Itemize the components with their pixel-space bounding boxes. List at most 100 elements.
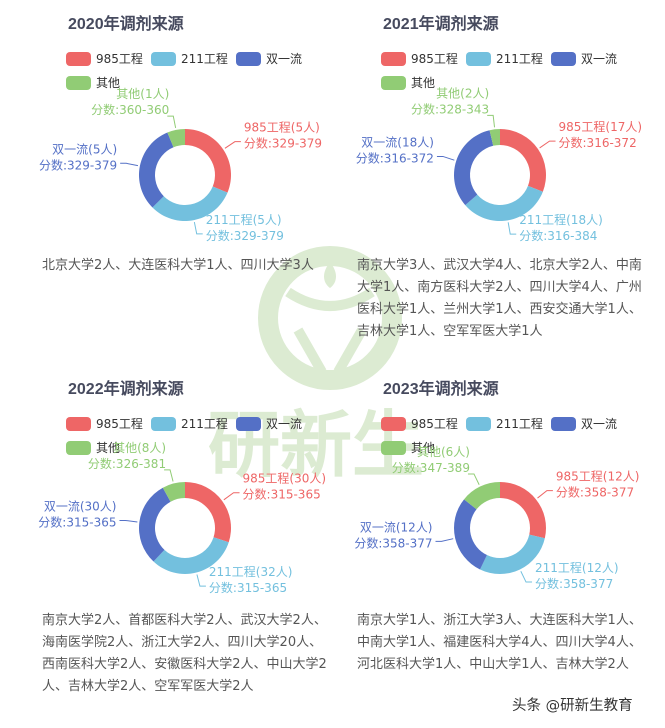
label-leader-line <box>467 473 480 485</box>
chart-panel-2020: 2020年调剂来源 985工程 211工程 双一流 其他 985工程(5人) 分数… <box>39 0 360 300</box>
slice-label-syl: 双一流(12人) <box>360 520 433 534</box>
slice-score-other: 分数:347-389 <box>392 460 470 475</box>
slice-label-other: 其他(2人) <box>436 86 489 100</box>
donut-chart: 985工程(30人)分数:315-365211工程(32人)分数:315-365… <box>38 441 327 595</box>
legend-item-other[interactable]: 其他 <box>381 74 435 91</box>
slice-label-985: 985工程(12人) <box>556 469 640 484</box>
legend-label: 985工程 <box>411 417 458 431</box>
donut-slice-syl[interactable] <box>139 132 174 208</box>
slice-score-syl: 分数:358-377 <box>354 535 432 550</box>
chart-description: 南京大学2人、首都医科大学2人、武汉大学2人、海南医学院2人、浙江大学2人、四川… <box>42 613 327 694</box>
chart-panel-2022: 2022年调剂来源 985工程 211工程 双一流 其他 985工程(30人) 分… <box>38 365 360 725</box>
slice-score-211: 分数:315-365 <box>209 580 287 595</box>
donut-slice-211[interactable] <box>465 185 543 221</box>
legend-label: 其他 <box>411 441 436 455</box>
legend-swatch-syl <box>236 416 261 431</box>
legend-item-211[interactable]: 211工程 <box>151 415 228 432</box>
legend-swatch-syl <box>551 416 576 431</box>
donut-slice-other[interactable] <box>162 482 185 502</box>
chart-panel-2023: 2023年调剂来源 985工程 211工程 双一流 其他 985工程(12人) 分… <box>354 365 665 705</box>
slice-label-other: 其他(1人) <box>116 87 169 101</box>
legend-item-211[interactable]: 211工程 <box>466 50 543 67</box>
donut-slice-985[interactable] <box>500 129 546 192</box>
donut-slice-other[interactable] <box>464 482 500 510</box>
label-leader-line <box>193 221 203 235</box>
slice-label-syl: 双一流(18人) <box>361 135 434 149</box>
slice-score-985: 分数:358-377 <box>556 485 634 500</box>
label-leader-line <box>539 140 556 149</box>
slice-score-985: 分数:316-372 <box>559 135 637 150</box>
label-leader-line <box>520 571 533 583</box>
slice-label-211: 211工程(5人) <box>206 212 282 227</box>
legend-item-syl[interactable]: 双一流 <box>551 415 617 432</box>
donut-slice-syl[interactable] <box>454 130 494 206</box>
legend-item-211[interactable]: 211工程 <box>151 50 228 67</box>
legend-item-syl[interactable]: 双一流 <box>236 50 302 67</box>
label-leader-line <box>167 115 177 129</box>
slice-score-other: 分数:328-343 <box>411 101 489 116</box>
chart-title: 2022年调剂来源 <box>68 381 184 398</box>
donut-slice-211[interactable] <box>152 186 228 222</box>
legend-label: 211工程 <box>496 417 543 431</box>
legend-item-other[interactable]: 其他 <box>66 439 120 456</box>
legend-item-syl[interactable]: 双一流 <box>551 50 617 67</box>
legend-item-other[interactable]: 其他 <box>66 74 120 91</box>
legend-item-985[interactable]: 985工程 <box>381 415 458 432</box>
donut-slice-other[interactable] <box>167 129 185 148</box>
legend-swatch-985 <box>381 416 406 431</box>
legend-label: 985工程 <box>411 52 458 66</box>
slice-score-211: 分数:329-379 <box>206 228 284 243</box>
label-leader-line <box>435 538 454 542</box>
chart-description: 北京大学2人、大连医科大学1人、四川大学3人 <box>42 258 314 273</box>
donut-slice-985[interactable] <box>500 482 546 539</box>
slice-label-other: 其他(6人) <box>417 445 470 459</box>
legend-item-other[interactable]: 其他 <box>381 439 435 456</box>
slice-label-syl: 双一流(30人) <box>44 499 117 513</box>
legend-label: 双一流 <box>581 52 618 66</box>
label-leader-line <box>507 222 517 235</box>
donut-slice-other[interactable] <box>489 129 500 146</box>
slice-label-985: 985工程(5人) <box>244 120 320 135</box>
legend-label: 211工程 <box>496 52 543 66</box>
legend-swatch-985 <box>381 51 406 66</box>
label-leader-line <box>224 141 241 149</box>
legend-item-syl[interactable]: 双一流 <box>236 415 302 432</box>
slice-score-syl: 分数:329-379 <box>39 157 117 172</box>
slice-label-211: 211工程(18人) <box>519 212 603 227</box>
chart-panel-2021: 2021年调剂来源 985工程 211工程 双一流 其他 985工程(17人) 分… <box>355 0 665 340</box>
legend-label: 211工程 <box>181 52 228 66</box>
chart-description: 南京大学1人、浙江大学3人、大连医科大学1人、中南大学1人、福建医科大学4人、四… <box>357 613 642 672</box>
legend-swatch-211 <box>151 51 176 66</box>
slice-score-985: 分数:329-379 <box>244 136 322 151</box>
legend-swatch-syl <box>236 51 261 66</box>
legend-label: 其他 <box>411 76 436 90</box>
legend-item-985[interactable]: 985工程 <box>66 415 143 432</box>
donut-slice-985[interactable] <box>185 129 231 193</box>
legend-item-211[interactable]: 211工程 <box>466 415 543 432</box>
source-credit: 头条 @研新生教育 <box>512 698 633 714</box>
donut-chart: 985工程(5人)分数:329-379211工程(5人)分数:329-379双一… <box>39 87 322 243</box>
slice-label-syl: 双一流(5人) <box>52 142 117 156</box>
label-leader-line <box>223 492 240 501</box>
chart-title: 2023年调剂来源 <box>383 381 499 398</box>
slice-label-985: 985工程(30人) <box>243 471 327 486</box>
legend-swatch-211 <box>466 51 491 66</box>
legend-swatch-985 <box>66 51 91 66</box>
legend-label: 其他 <box>96 76 121 90</box>
legend-swatch-syl <box>551 51 576 66</box>
legend-item-985[interactable]: 985工程 <box>381 50 458 67</box>
legend-swatch-other <box>66 75 91 90</box>
slice-score-985: 分数:315-365 <box>243 487 321 502</box>
chart-title: 2020年调剂来源 <box>68 16 184 33</box>
donut-slice-syl[interactable] <box>454 499 487 570</box>
slice-score-other: 分数:326-381 <box>88 456 166 471</box>
donut-slice-211[interactable] <box>153 537 229 574</box>
donut-slice-985[interactable] <box>185 482 231 543</box>
legend-label: 其他 <box>96 441 121 455</box>
label-leader-line <box>196 574 206 587</box>
legend-item-985[interactable]: 985工程 <box>66 50 143 67</box>
donut-slice-211[interactable] <box>480 534 545 574</box>
label-leader-line <box>164 469 174 482</box>
donut-slice-syl[interactable] <box>139 487 171 562</box>
slice-score-211: 分数:316-384 <box>519 228 597 243</box>
